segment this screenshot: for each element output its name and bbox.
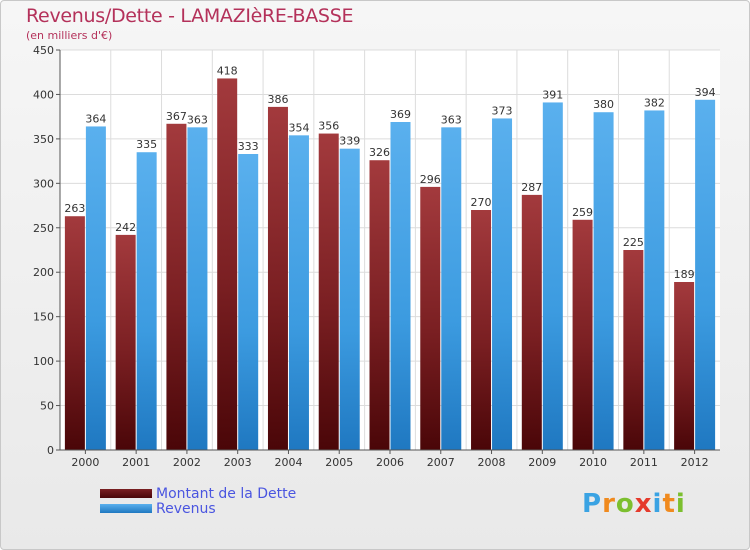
bar-debt-2009 xyxy=(521,194,542,450)
bar-debt-2007 xyxy=(420,186,441,450)
chart-title: Revenus/Dette - LAMAZIèRE-BASSE xyxy=(26,5,354,27)
legend-item-revenue: Revenus xyxy=(100,500,296,517)
value-label-debt-2000: 263 xyxy=(64,202,85,215)
logo-letter: i xyxy=(675,489,686,519)
value-label-debt-2011: 225 xyxy=(623,236,644,249)
value-label-revenue-2012: 394 xyxy=(695,86,716,99)
legend-swatch-revenue xyxy=(100,504,152,513)
bar-debt-2005 xyxy=(318,133,339,451)
x-tick-label-2000: 2000 xyxy=(71,456,99,469)
bar-debt-2006 xyxy=(369,160,390,450)
value-label-revenue-2009: 391 xyxy=(542,88,563,101)
value-label-revenue-2007: 363 xyxy=(441,113,462,126)
value-label-debt-2004: 386 xyxy=(267,93,288,106)
legend-item-debt: Montant de la Dette xyxy=(100,485,297,502)
x-tick-label-2007: 2007 xyxy=(427,456,455,469)
y-tick-label: 0 xyxy=(47,444,54,457)
bar-revenue-2006 xyxy=(390,122,411,450)
bar-revenue-2010 xyxy=(593,112,614,450)
value-label-revenue-2002: 363 xyxy=(187,113,208,126)
value-label-debt-2003: 418 xyxy=(217,64,238,77)
proxiti-logo: Proxiti xyxy=(582,489,686,519)
bar-debt-2011 xyxy=(623,250,644,450)
bar-debt-2012 xyxy=(674,282,695,450)
legend-swatch-debt xyxy=(100,489,152,498)
x-tick-label-2009: 2009 xyxy=(528,456,556,469)
bar-revenue-2003 xyxy=(238,154,259,450)
bar-revenue-2000 xyxy=(85,126,106,450)
logo-letter: t xyxy=(662,489,676,519)
y-tick-label: 150 xyxy=(33,311,54,324)
value-label-debt-2009: 287 xyxy=(521,181,542,194)
legend-label-debt: Montant de la Dette xyxy=(156,485,297,502)
x-tick-label-2001: 2001 xyxy=(122,456,150,469)
bar-debt-2001 xyxy=(115,234,136,450)
y-tick-label: 200 xyxy=(33,266,54,279)
value-label-debt-2008: 270 xyxy=(471,196,492,209)
bar-debt-2002 xyxy=(166,123,187,451)
x-tick-label-2006: 2006 xyxy=(376,456,404,469)
y-tick-label: 350 xyxy=(33,133,54,146)
bar-debt-2008 xyxy=(471,210,492,450)
bar-revenue-2001 xyxy=(136,152,157,450)
logo-letter: r xyxy=(602,489,616,519)
value-label-debt-2001: 242 xyxy=(115,221,136,234)
bar-debt-2004 xyxy=(267,106,288,450)
value-label-revenue-2011: 382 xyxy=(644,96,665,109)
value-label-debt-2005: 356 xyxy=(318,120,339,133)
y-tick-label: 300 xyxy=(33,177,54,190)
x-tick-label-2002: 2002 xyxy=(173,456,201,469)
y-tick-label: 250 xyxy=(33,222,54,235)
logo-letter: i xyxy=(652,489,663,519)
y-tick-label: 50 xyxy=(40,400,54,413)
value-label-debt-2012: 189 xyxy=(674,268,695,281)
bar-revenue-2002 xyxy=(187,127,208,450)
x-tick-label-2011: 2011 xyxy=(630,456,658,469)
value-label-debt-2007: 296 xyxy=(420,173,441,186)
chart-subtitle: (en milliers d'€) xyxy=(26,29,113,42)
y-tick-label: 100 xyxy=(33,355,54,368)
value-label-debt-2006: 326 xyxy=(369,146,390,159)
logo-letter: P xyxy=(582,489,603,519)
logo-letter: x xyxy=(634,489,653,519)
bar-debt-2003 xyxy=(217,78,238,450)
legend-label-revenue: Revenus xyxy=(156,500,216,517)
x-tick-label-2003: 2003 xyxy=(224,456,252,469)
y-tick-label: 450 xyxy=(33,44,54,57)
legend: Montant de la Dette Revenus xyxy=(100,485,297,517)
value-label-revenue-2001: 335 xyxy=(136,138,157,151)
value-label-revenue-2000: 364 xyxy=(85,112,106,125)
value-label-revenue-2008: 373 xyxy=(492,104,513,117)
bar-revenue-2009 xyxy=(542,102,563,450)
bar-debt-2010 xyxy=(572,219,593,450)
bar-revenue-2005 xyxy=(339,148,360,450)
bar-revenue-2011 xyxy=(644,110,665,450)
bar-debt-2000 xyxy=(64,216,85,450)
value-label-revenue-2005: 339 xyxy=(339,135,360,148)
bar-revenue-2012 xyxy=(695,99,716,451)
y-tick-label: 400 xyxy=(33,88,54,101)
value-label-debt-2002: 367 xyxy=(166,110,187,123)
value-label-revenue-2006: 369 xyxy=(390,108,411,121)
value-label-debt-2010: 259 xyxy=(572,206,593,219)
bar-revenue-2004 xyxy=(288,135,309,451)
x-tick-label-2010: 2010 xyxy=(579,456,607,469)
bar-revenue-2007 xyxy=(441,127,462,450)
x-tick-label-2004: 2004 xyxy=(274,456,302,469)
value-label-revenue-2010: 380 xyxy=(593,98,614,111)
x-tick-label-2008: 2008 xyxy=(478,456,506,469)
value-label-revenue-2004: 354 xyxy=(288,121,309,134)
logo-letter: o xyxy=(615,489,635,519)
bar-revenue-2008 xyxy=(492,118,513,450)
value-label-revenue-2003: 333 xyxy=(238,140,259,153)
x-tick-label-2012: 2012 xyxy=(681,456,709,469)
x-tick-label-2005: 2005 xyxy=(325,456,353,469)
